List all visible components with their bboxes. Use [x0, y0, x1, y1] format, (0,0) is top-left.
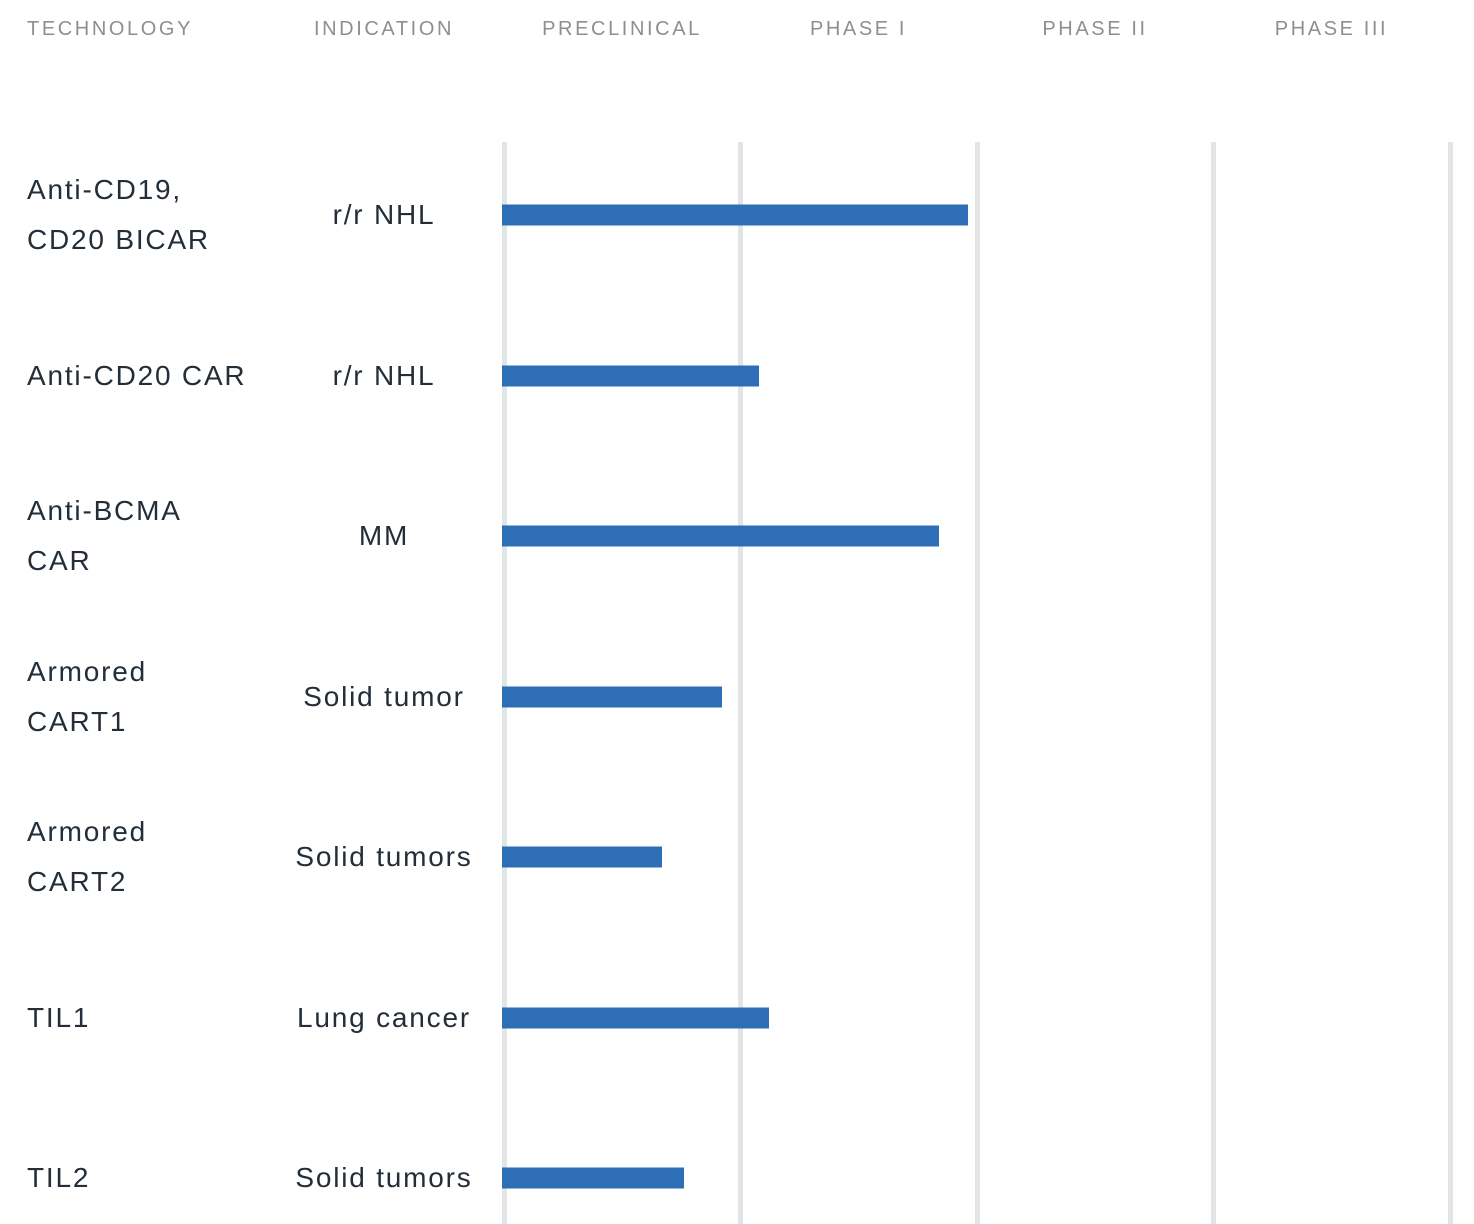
stage-gridline-phase-1-start	[738, 142, 743, 1224]
column-header-technology: TECHNOLOGY	[27, 18, 194, 40]
column-header-preclinical: PRECLINICAL	[542, 18, 702, 40]
pipeline-row: Anti-BCMA CAR MM	[0, 456, 1474, 616]
pipeline-row: Armored CART1 Solid tumor	[0, 617, 1474, 777]
technology-label-line: Anti-BCMA	[27, 495, 182, 526]
progress-bar	[502, 686, 722, 707]
technology-label-line: Anti-CD20 CAR	[27, 359, 247, 391]
technology-label-line: Armored	[27, 655, 147, 687]
technology-label-line: TIL1	[27, 1001, 91, 1033]
indication-label: Solid tumors	[295, 1162, 473, 1193]
stage-gridline-phase-3-start	[1211, 142, 1216, 1224]
pipeline-row: Anti-CD19, CD20 BICAR r/r NHL	[0, 135, 1474, 295]
pipeline-row: Anti-CD20 CAR r/r NHL	[0, 296, 1474, 456]
column-header-indication: INDICATION	[313, 18, 455, 40]
pipeline-row: Armored CART2 Solid tumors	[0, 777, 1474, 937]
technology-label: TIL1	[27, 993, 272, 1043]
technology-label-line: Armored	[27, 816, 147, 847]
stage-gridline-phase-3-end	[1447, 142, 1453, 1224]
technology-label: TIL2	[27, 1153, 272, 1203]
indication-label: Solid tumors	[295, 841, 473, 872]
technology-label-line: TIL2	[27, 1162, 91, 1193]
indication-label: MM	[358, 520, 410, 551]
indication-label: Solid tumor	[303, 680, 465, 712]
indication-label: r/r NHL	[332, 199, 436, 230]
technology-label: Anti-CD19, CD20 BICAR	[27, 165, 272, 265]
column-header-phase-2: PHASE II	[1042, 18, 1148, 40]
stage-gridline-phase-2-start	[974, 142, 980, 1224]
stage-gridline-preclinical-start	[501, 142, 507, 1224]
pipeline-row: TIL2 Solid tumors	[0, 1098, 1474, 1224]
technology-label: Armored CART2	[27, 807, 272, 907]
progress-bar	[502, 365, 760, 386]
progress-bar	[502, 204, 968, 226]
technology-label: Armored CART1	[27, 647, 272, 747]
progress-bar	[502, 525, 940, 547]
technology-label-line: CART1	[27, 705, 128, 737]
technology-label-line: Anti-CD19,	[27, 174, 182, 205]
technology-label: Anti-BCMA CAR	[27, 486, 272, 586]
indication-label: Lung cancer	[297, 1001, 471, 1033]
progress-bar	[502, 1007, 769, 1028]
technology-label-line: CD20 BICAR	[27, 224, 210, 255]
technology-label: Anti-CD20 CAR	[27, 351, 272, 401]
indication-label: r/r NHL	[332, 359, 436, 391]
column-header-phase-3: PHASE III	[1274, 18, 1389, 40]
technology-label-line: CAR	[27, 545, 92, 576]
technology-label-line: CART2	[27, 866, 128, 897]
column-header-phase-1: PHASE I	[809, 18, 908, 40]
progress-bar	[502, 1167, 684, 1189]
progress-bar	[502, 846, 663, 868]
pipeline-row: TIL1 Lung cancer	[0, 938, 1474, 1098]
